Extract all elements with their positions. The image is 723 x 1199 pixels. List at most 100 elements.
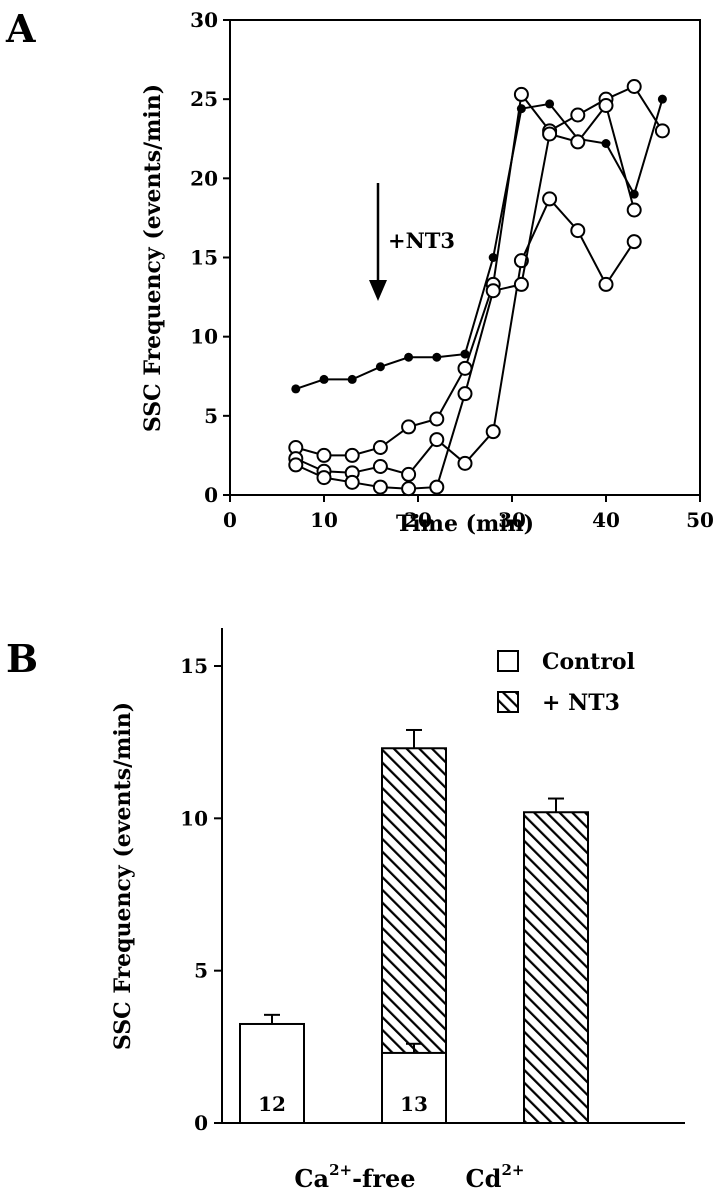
panel-a-data-point	[485, 424, 501, 440]
panel-a-y-tick-label: 15	[190, 246, 218, 270]
panel-a-series-2	[288, 79, 670, 463]
panel-b-category-label: Cd2+	[466, 1161, 525, 1193]
panel-a-x-tick-label: 40	[592, 508, 620, 532]
sample-count-label: 12	[258, 1092, 286, 1116]
panel-a-data-point	[513, 86, 529, 102]
panel-b-bars: 12 13	[239, 728, 589, 1125]
category-label-base: Ca	[294, 1164, 329, 1193]
legend-label-control: Control	[542, 649, 635, 675]
panel-a-data-point	[570, 107, 586, 123]
panel-a-data-point	[513, 276, 529, 292]
panel-a-data-point	[319, 374, 329, 384]
panel-b-y-tick-label: 5	[194, 959, 208, 983]
panel-a-data-point	[288, 457, 304, 473]
panel-a-x-axis-title: Time (min)	[396, 511, 534, 537]
panel-a-data-point	[626, 234, 642, 250]
panel-a-data-point	[429, 411, 445, 427]
panel-b-y-axis-title: SSC Frequency (events/min)	[110, 702, 136, 1050]
panel-a-data-point	[344, 474, 360, 490]
panel-a-data-point	[545, 99, 555, 109]
panel-a-data-point	[432, 352, 442, 362]
panel-a-data-point	[457, 386, 473, 402]
panel-a-data-point	[404, 352, 414, 362]
panel-a-data-point	[401, 419, 417, 435]
panel-a-data-point	[457, 455, 473, 471]
panel-a-data-point	[542, 191, 558, 207]
panel-b-y-tick-label: 15	[180, 654, 208, 678]
panel-a-axes: 0 10 20 30 40 50 0 5 10 15 20 25 30	[190, 8, 714, 532]
panel-a-x-tick-label: 0	[223, 508, 237, 532]
panel-a-series-4	[288, 98, 642, 497]
panel-a-series-line	[295, 103, 636, 490]
panel-a-data-point	[598, 98, 614, 113]
panel-a-x-tick-label: 30	[498, 508, 526, 532]
nt3-bar	[523, 811, 589, 1124]
control-bar	[239, 1022, 305, 1125]
category-label-suffix: -free	[352, 1164, 415, 1193]
category-label-superscript: 2+	[329, 1161, 352, 1179]
panel-a-series-3	[288, 191, 642, 482]
panel-a-y-tick-label: 20	[190, 166, 218, 190]
panel-a-series-line	[295, 197, 636, 476]
panel-b-y-tick-label: 10	[180, 806, 208, 830]
panel-a-x-tick-label: 50	[686, 508, 714, 532]
panel-a-data-point	[429, 432, 445, 448]
panel-a-data-point	[460, 349, 470, 359]
panel-a-data-point	[372, 440, 388, 455]
panel-a-data-point	[629, 189, 639, 199]
panel-a-data-point	[601, 139, 611, 148]
panel-a-x-tick-label: 10	[310, 508, 338, 532]
panel-a-data-point	[344, 447, 360, 463]
legend-label-nt3: + NT3	[542, 690, 620, 716]
panel-a-data-point	[316, 447, 332, 463]
nt3-arrow-head	[369, 280, 387, 301]
panel-a-data-point	[429, 479, 445, 495]
panel-a-y-tick-label: 25	[190, 87, 218, 111]
panel-a-series-line	[295, 98, 664, 390]
panel-a-data-point	[488, 253, 498, 262]
panel-a-data-point	[626, 202, 642, 218]
panel-a-y-tick-label: 10	[190, 325, 218, 349]
panel-b-y-tick-label: 0	[194, 1111, 208, 1135]
category-label-base: Cd	[466, 1164, 502, 1193]
panel-a-y-tick-label: 0	[204, 483, 218, 507]
panel-b-bar-group: 13	[381, 1042, 447, 1124]
panel-b-bar-group	[523, 797, 589, 1124]
panel-a-data-point	[375, 362, 385, 372]
panel-a-y-tick-label: 30	[190, 8, 218, 32]
panel-a-data-point	[657, 94, 667, 104]
panel-b-axes: 0 5 10 15	[180, 654, 222, 1135]
panel-a-annotation: +NT3	[369, 183, 455, 301]
panel-a-data-point	[570, 134, 586, 150]
panel-a-data-point	[347, 374, 357, 384]
panel-a-y-tick-label: 5	[204, 404, 218, 428]
panel-a-data-point	[316, 470, 332, 486]
category-label-superscript: 2+	[501, 1161, 524, 1179]
panel-b-category-labels: Ca2+-free Cd2+	[294, 1161, 524, 1193]
panel-b-legend: Control + NT3	[497, 649, 635, 716]
panel-a-y-axis-title: SSC Frequency (events/min)	[140, 84, 166, 432]
legend-swatch-control	[497, 650, 519, 672]
panel-a-data-point	[457, 360, 473, 376]
panel-a-data-point	[401, 466, 417, 482]
panel-a-data-point	[485, 283, 501, 299]
panel-b-bar-group: 12	[239, 1013, 305, 1125]
panel-a-data-point	[542, 126, 558, 142]
panel-a-data-point	[654, 123, 670, 139]
panel-a-data-point	[401, 481, 417, 497]
nt3-annotation-label: +NT3	[388, 228, 455, 253]
panel-a-data-point	[291, 384, 301, 394]
panel-a-series	[288, 79, 670, 497]
control-bar	[381, 1051, 447, 1124]
panel-a-letter: A	[5, 6, 36, 51]
panel-a-series-1	[291, 94, 667, 394]
panel-b-letter: B	[6, 636, 38, 681]
legend-swatch-nt3	[497, 691, 519, 713]
panel-a-data-point	[372, 459, 388, 474]
panel-a-x-tick-label: 20	[404, 508, 432, 532]
panel-b-category-label: Ca2+-free	[294, 1161, 415, 1193]
panel-a-data-point	[372, 479, 388, 495]
sample-count-label: 13	[400, 1092, 428, 1116]
panel-a-data-point	[570, 223, 586, 239]
